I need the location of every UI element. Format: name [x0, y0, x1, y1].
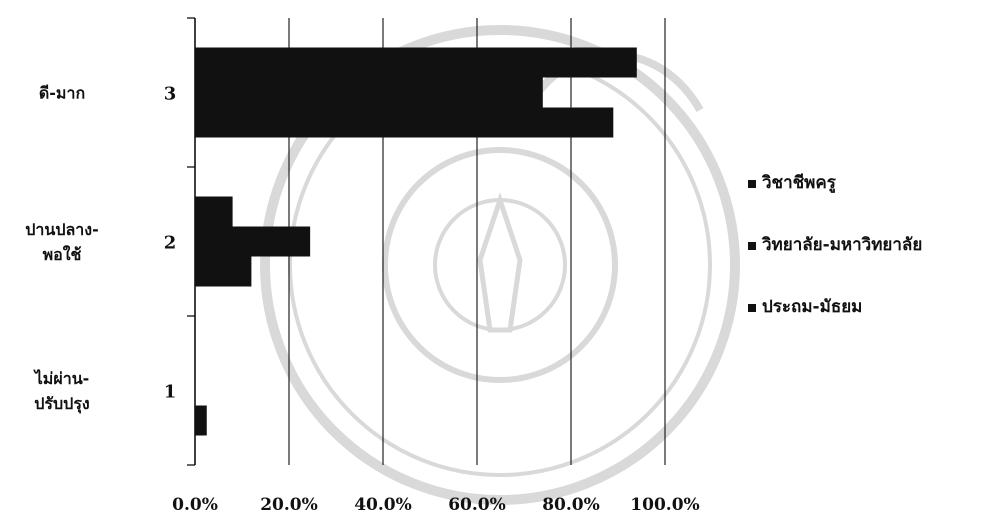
- legend-swatch: [748, 242, 756, 250]
- category-label: ปรับปรุง: [34, 394, 89, 414]
- x-tick-label: 0.0%: [172, 495, 218, 515]
- legend-label: วิทยาลัย-มหาวิทยาลัย: [762, 235, 923, 255]
- bar: [195, 77, 543, 108]
- legend-label: วิชาชีพครู: [762, 172, 837, 194]
- x-tick-label: 100.0%: [630, 495, 699, 515]
- category-code-label: 3: [164, 84, 177, 105]
- bar: [195, 226, 311, 257]
- category-code-label: 1: [164, 382, 177, 403]
- bar: [195, 47, 637, 78]
- legend-swatch: [748, 180, 756, 188]
- bar: [195, 196, 233, 227]
- x-tick-label: 40.0%: [354, 495, 412, 515]
- category-label: พอใช้: [43, 245, 82, 264]
- bar: [195, 256, 252, 287]
- bar: [195, 107, 614, 138]
- legend-swatch: [748, 304, 756, 312]
- category-label: ดี-มาก: [39, 84, 85, 103]
- x-tick-label: 60.0%: [448, 495, 506, 515]
- bar: [195, 405, 207, 436]
- legend-label: ประถม-มัธยม: [762, 297, 862, 317]
- x-tick-label: 80.0%: [542, 495, 600, 515]
- category-code-label: 2: [164, 233, 177, 254]
- category-label: ปานปลาง-: [25, 220, 98, 239]
- plot-area: 0.0% 20.0% 40.0% 60.0% 80.0% 100.0% 1 ไม่ผ่าน- ป…: [25, 17, 700, 515]
- x-tick-label: 20.0%: [260, 495, 318, 515]
- category-label: ไม่ผ่าน-: [33, 369, 90, 388]
- legend: วิชาชีพครูวิทยาลัย-มหาวิทยาลัยประถม-มัธย…: [748, 172, 922, 317]
